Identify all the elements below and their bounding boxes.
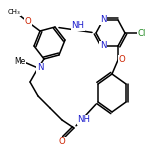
Text: CH₃: CH₃ [8,9,20,15]
Text: O: O [119,55,125,64]
Text: NH: NH [71,21,85,31]
Text: Me: Me [14,57,26,67]
Text: N: N [37,64,43,73]
Text: Cl: Cl [138,29,146,38]
Text: N: N [100,41,106,50]
Text: N: N [100,16,106,24]
Text: O: O [59,138,65,147]
Text: O: O [25,17,31,26]
Text: NH: NH [78,116,90,124]
